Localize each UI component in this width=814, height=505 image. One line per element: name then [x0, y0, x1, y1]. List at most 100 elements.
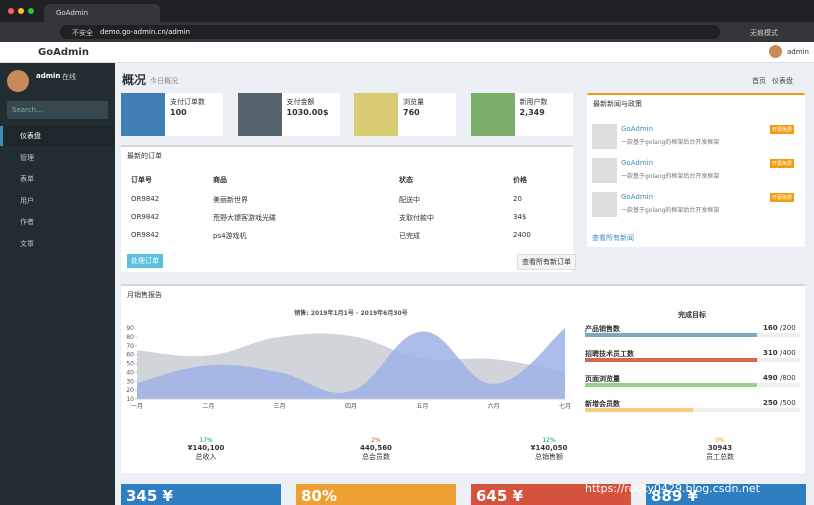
- goal-value: 310: [763, 349, 778, 357]
- bottom-value: 889 ¥: [651, 487, 698, 505]
- btn-all[interactable]: 查看所有新订单: [517, 254, 576, 270]
- tab[interactable]: [44, 4, 160, 22]
- stat: 0% 30943 员工总数: [680, 437, 760, 467]
- menu-item[interactable]: 作者: [20, 218, 34, 226]
- app-header: [0, 42, 814, 63]
- breadcrumb[interactable]: 首页: [752, 77, 766, 85]
- watermark: https://rocky0429.blog.csdn.net: [585, 482, 760, 495]
- stat-label: 总会员数: [362, 453, 390, 461]
- news-item-text: 一款基于golang的框架后台开发框架: [621, 139, 720, 146]
- table-cell: OR9842: [131, 231, 160, 239]
- goal-bar: [585, 383, 757, 387]
- search-placeholder[interactable]: Search...: [12, 106, 43, 114]
- header-user[interactable]: admin: [787, 48, 809, 56]
- news-thumb: [592, 192, 617, 217]
- news-item-text: 一款基于golang的框架后台开发框架: [621, 207, 720, 214]
- stat-value: 440,560: [360, 444, 392, 452]
- stat-value: 30943: [707, 444, 733, 452]
- goal-track: [585, 408, 800, 412]
- stat-change: 0%: [715, 437, 725, 444]
- page-title: 概况: [122, 73, 147, 87]
- news-thumb: [592, 158, 617, 183]
- header-avatar[interactable]: [769, 45, 782, 58]
- breadcrumb[interactable]: 仪表盘: [772, 77, 793, 85]
- menu-item[interactable]: 文章: [20, 239, 34, 248]
- goal-total: /500: [780, 399, 796, 407]
- menu-item[interactable]: 表单: [20, 175, 34, 183]
- news-item-title[interactable]: GoAdmin: [621, 193, 654, 201]
- goal-value: 250: [763, 399, 778, 407]
- news-item-title[interactable]: GoAdmin: [621, 125, 654, 133]
- info-value: 1030.00$: [286, 108, 329, 117]
- goal-value: 490: [763, 374, 778, 382]
- stat-label: 总收入: [195, 453, 217, 461]
- news-link[interactable]: 查看所有新闻: [592, 234, 634, 242]
- menu-item[interactable]: 仪表盘: [20, 132, 41, 140]
- table-cell: 2400: [513, 231, 531, 239]
- goal-total: /400: [780, 349, 796, 357]
- table-cell: 34$: [513, 213, 527, 221]
- table-header: 订单号: [131, 176, 152, 184]
- goal-value: 160: [763, 324, 778, 332]
- orders-title: 最新的订单: [127, 152, 162, 160]
- table-cell: OR9842: [131, 195, 160, 203]
- tab-title: GoAdmin: [56, 9, 89, 17]
- info-label: 支付订单数: [170, 98, 205, 106]
- news-item-text: 一款基于golang的框架后台开发框架: [621, 173, 720, 180]
- info-icon: [237, 93, 282, 136]
- page-subtitle: 今日概况: [150, 77, 178, 85]
- bottom-value: 645 ¥: [476, 487, 523, 505]
- bottom-box: [296, 484, 456, 505]
- table-cell: 已完成: [399, 232, 420, 240]
- news-item-title[interactable]: GoAdmin: [621, 159, 654, 167]
- stat-change: 12%: [542, 437, 556, 444]
- goal-bar: [585, 333, 757, 337]
- bottom-box: [471, 484, 631, 505]
- stat: 12% ¥140,050 总销售额: [509, 437, 589, 467]
- goals-title: 完成目标: [678, 311, 706, 319]
- news-badge: 开源免费: [770, 193, 795, 202]
- news-badge: 开源免费: [770, 125, 795, 134]
- info-icon: [354, 93, 398, 136]
- stat-label: 总销售额: [535, 453, 563, 461]
- goal-total: /800: [780, 374, 796, 382]
- menu-item[interactable]: 用户: [20, 196, 34, 205]
- news-thumb: [592, 124, 617, 149]
- table-cell: ps4游戏机: [213, 232, 247, 240]
- close-dot[interactable]: [8, 8, 14, 14]
- stat-label: 员工总数: [706, 453, 734, 461]
- stat-change: 2%: [371, 437, 381, 444]
- btn-process[interactable]: 处理订单: [127, 254, 163, 268]
- news-title: 最新新闻与政策: [593, 100, 642, 108]
- tab-bar: [0, 0, 814, 22]
- sidebar-user: admin: [36, 72, 61, 80]
- stat-value: ¥140,050: [530, 444, 568, 452]
- bottom-box: [121, 484, 281, 505]
- info-label: 支付金额: [286, 98, 315, 106]
- table-cell: 荒野大镖客游戏光碟: [213, 214, 276, 222]
- info-icon: [121, 93, 165, 136]
- goal-label: 产品销售数: [585, 325, 620, 333]
- max-dot[interactable]: [28, 8, 34, 14]
- report-title: 月销售报告: [127, 291, 162, 299]
- bottom-value: 80%: [301, 487, 337, 505]
- table-cell: 美丽新世界: [213, 196, 248, 204]
- stat: 2% 440,560 总会员数: [336, 437, 416, 467]
- sidebar-avatar: [7, 70, 29, 92]
- url: demo.go-admin.cn/admin: [100, 28, 191, 36]
- min-dot[interactable]: [18, 8, 24, 14]
- table-cell: 支取付款中: [399, 214, 434, 222]
- news-badge: 开源免费: [770, 159, 795, 168]
- menu-item[interactable]: 管理: [20, 153, 34, 162]
- sidebar-status: 在线: [62, 73, 76, 81]
- goal-label: 页面浏览量: [585, 375, 620, 383]
- table-header: 商品: [213, 176, 227, 184]
- search-box[interactable]: [7, 101, 108, 119]
- info-icon: [470, 93, 515, 136]
- info-value: 100: [170, 108, 187, 117]
- info-value: 2,349: [519, 108, 545, 117]
- bottom-value: 345 ¥: [126, 487, 173, 505]
- url-field[interactable]: [60, 25, 720, 39]
- incognito[interactable]: 无痕模式: [750, 29, 778, 37]
